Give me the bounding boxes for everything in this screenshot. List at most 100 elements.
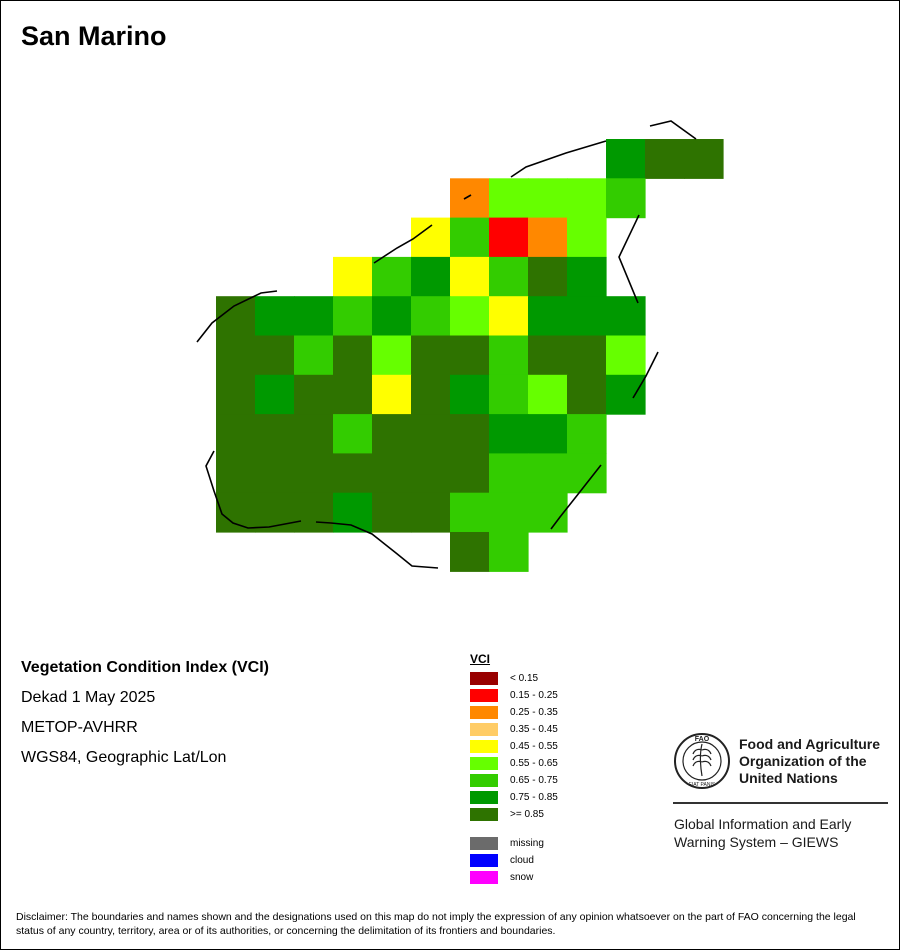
vci-cell: [528, 453, 568, 494]
legend-swatch: [470, 723, 498, 736]
vci-cell: [372, 296, 412, 337]
vci-cell: [567, 453, 607, 494]
vci-cell: [567, 374, 607, 415]
vci-cell: [489, 453, 529, 494]
vci-cell: [255, 296, 295, 337]
vci-cell: [528, 492, 568, 533]
vci-cell: [294, 335, 334, 376]
vci-cell: [411, 453, 451, 494]
legend-label: 0.15 - 0.25: [510, 690, 558, 701]
vci-cell: [567, 335, 607, 376]
vci-cell: [372, 256, 412, 297]
vci-cell: [333, 256, 373, 297]
vci-cell: [255, 374, 295, 415]
fao-logo-icon: FAO FIAT PANIS: [674, 733, 730, 789]
legend-swatch: [470, 689, 498, 702]
vci-cell: [489, 532, 529, 572]
vci-cell: [450, 532, 490, 572]
vci-cell: [372, 374, 412, 415]
legend-swatch: [470, 837, 498, 850]
vci-cell: [255, 335, 295, 376]
vci-cell: [606, 139, 646, 179]
sensor-label: METOP-AVHRR: [21, 719, 138, 736]
vci-cell: [450, 217, 490, 258]
vci-cell: [528, 414, 568, 454]
legend-swatch: [470, 706, 498, 719]
vci-cell: [255, 414, 295, 454]
vci-cell: [567, 178, 607, 219]
vci-cell: [216, 296, 256, 337]
vci-cell: [489, 256, 529, 297]
legend-label: snow: [510, 872, 534, 883]
vci-cell: [294, 492, 334, 533]
vci-cell: [606, 296, 646, 337]
vci-cell: [528, 296, 568, 337]
vci-cell: [528, 256, 568, 297]
vci-cell: [450, 178, 490, 219]
vci-cell: [567, 296, 607, 337]
vci-cell: [333, 296, 373, 337]
vci-cell: [489, 296, 529, 337]
organization-name: Food and Agriculture Organization of the…: [739, 736, 881, 786]
vci-cell: [489, 414, 529, 454]
legend-label: < 0.15: [510, 673, 539, 684]
legend-swatch: [470, 740, 498, 753]
vci-raster: [216, 139, 724, 572]
map-title: San Marino: [21, 21, 167, 51]
vci-cell: [450, 492, 490, 533]
vci-cell: [411, 374, 451, 415]
vci-cell: [216, 414, 256, 454]
legend-swatch: [470, 854, 498, 867]
vci-map: [196, 120, 724, 572]
vci-cell: [528, 374, 568, 415]
disclaimer: Disclaimer: The boundaries and names sho…: [16, 911, 856, 937]
vci-cell: [528, 335, 568, 376]
vci-cell: [450, 335, 490, 376]
vci-cell: [450, 414, 490, 454]
vci-cell: [333, 453, 373, 494]
vci-cell: [606, 178, 646, 219]
vci-cell: [645, 139, 685, 179]
fao-logo-motto: FIAT PANIS: [689, 782, 716, 788]
legend-label: 0.45 - 0.55: [510, 741, 558, 752]
vci-cell: [294, 453, 334, 494]
legend-label: 0.65 - 0.75: [510, 775, 558, 786]
legend-label: >= 0.85: [510, 809, 544, 820]
legend-swatch: [470, 871, 498, 884]
vci-cell: [450, 374, 490, 415]
vci-cell: [489, 335, 529, 376]
vci-cell: [489, 492, 529, 533]
vci-cell: [333, 414, 373, 454]
vci-cell: [450, 296, 490, 337]
vci-cell: [294, 414, 334, 454]
vci-cell: [684, 139, 724, 179]
legend-title: VCI: [470, 652, 491, 666]
vci-cell: [333, 335, 373, 376]
vci-cell: [411, 256, 451, 297]
legend-swatch: [470, 672, 498, 685]
vci-cell: [450, 453, 490, 494]
vci-cell: [450, 256, 490, 297]
vci-cell: [216, 374, 256, 415]
vci-cell: [567, 256, 607, 297]
vci-cell: [528, 217, 568, 258]
legend-label: 0.75 - 0.85: [510, 792, 558, 803]
legend-label: 0.55 - 0.65: [510, 758, 558, 769]
vci-cell: [411, 414, 451, 454]
vci-cell: [606, 374, 646, 415]
vci-cell: [411, 492, 451, 533]
fao-logo-text: FAO: [695, 736, 710, 743]
legend-label: 0.25 - 0.35: [510, 707, 558, 718]
country-boundary: [196, 120, 697, 569]
vci-cell: [567, 217, 607, 258]
legend-swatch: [470, 774, 498, 787]
legend-label: missing: [510, 838, 544, 849]
vci-cell: [216, 453, 256, 494]
period-label: Dekad 1 May 2025: [21, 689, 156, 706]
vci-cell: [411, 217, 451, 258]
vci-cell: [216, 492, 256, 533]
vci-cell: [489, 178, 529, 219]
vci-cell: [489, 374, 529, 415]
projection-label: WGS84, Geographic Lat/Lon: [21, 749, 227, 766]
